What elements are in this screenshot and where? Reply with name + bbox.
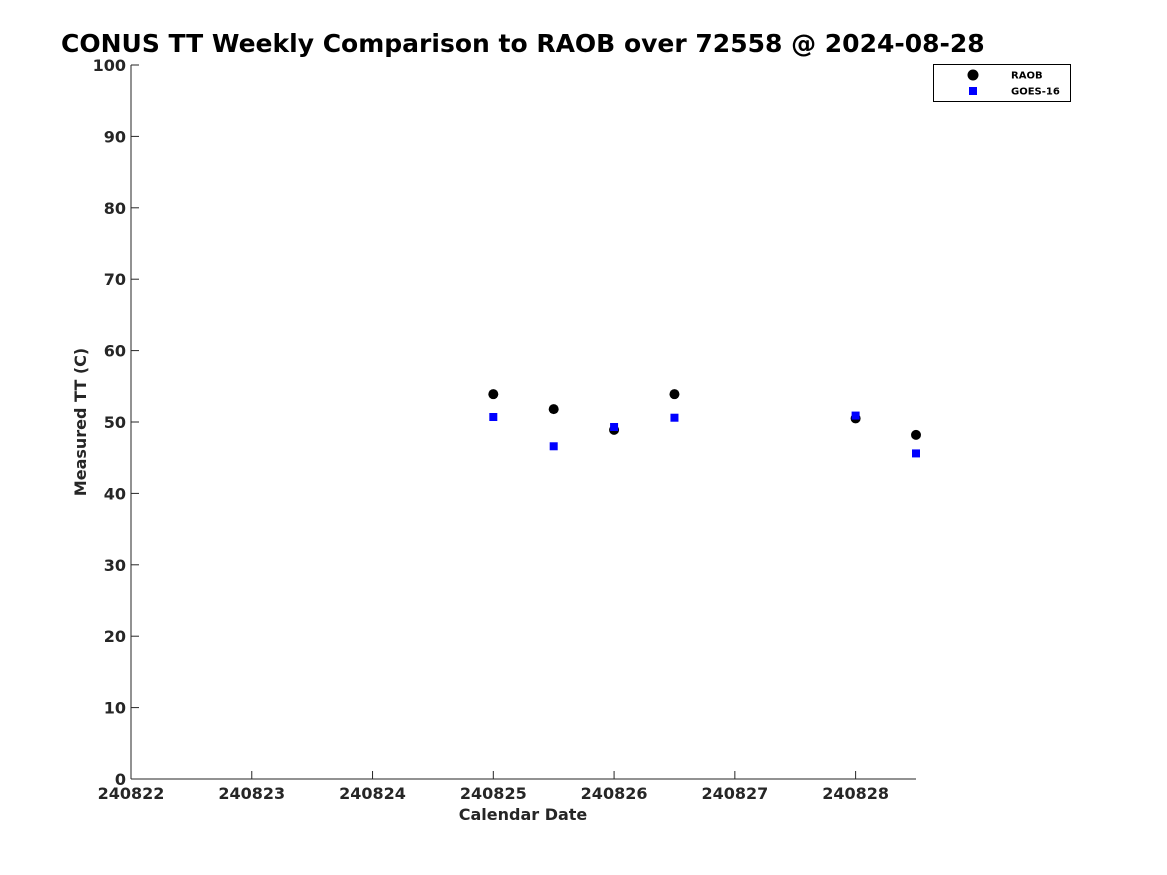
y-tick-label: 90 (104, 127, 126, 146)
x-axis-label: Calendar Date (459, 805, 588, 824)
y-tick-label: 70 (104, 270, 126, 289)
y-tick-label: 10 (104, 699, 126, 718)
data-point (911, 429, 921, 440)
x-tick-label: 240827 (701, 784, 768, 803)
data-point (548, 404, 559, 415)
data-marks (488, 389, 921, 458)
data-point (610, 422, 619, 431)
data-point (669, 389, 680, 400)
y-tick-label: 80 (104, 199, 126, 218)
series-raob (488, 389, 921, 440)
y-axis-label: Measured TT (C) (71, 348, 90, 496)
y-tick-label: 40 (104, 484, 126, 503)
legend-marker (969, 87, 977, 95)
legend: RAOB GOES-16 (933, 64, 1071, 102)
data-point (851, 411, 860, 420)
y-tick-label: 20 (104, 627, 126, 646)
x-tick-label: 240823 (218, 784, 285, 803)
legend-marker (967, 69, 979, 81)
y-tick-label: 60 (104, 342, 126, 361)
y-tick-label: 0 (115, 770, 126, 789)
y-tick-label: 100 (93, 56, 126, 75)
axes: 240822 240823 240824 240825 240826 240827 2408… (93, 56, 916, 803)
x-tick-label: 240828 (822, 784, 889, 803)
x-tick-label: 240825 (460, 784, 527, 803)
y-tick-label: 30 (104, 556, 126, 575)
data-point (549, 442, 558, 451)
data-point (670, 413, 679, 422)
series-goes-16 (489, 411, 920, 458)
legend-label: GOES-16 (1011, 87, 1060, 98)
x-tick-label: 240822 (98, 784, 165, 803)
x-tick-label: 240826 (581, 784, 648, 803)
data-point (912, 449, 920, 458)
x-tick-label: 240824 (339, 784, 406, 803)
y-tick-label: 50 (104, 413, 126, 432)
data-point (488, 389, 499, 400)
chart-title: CONUS TT Weekly Comparison to RAOB over … (61, 29, 985, 58)
legend-label: RAOB (1011, 71, 1043, 82)
data-point (489, 413, 498, 422)
legend-box (933, 64, 1071, 102)
